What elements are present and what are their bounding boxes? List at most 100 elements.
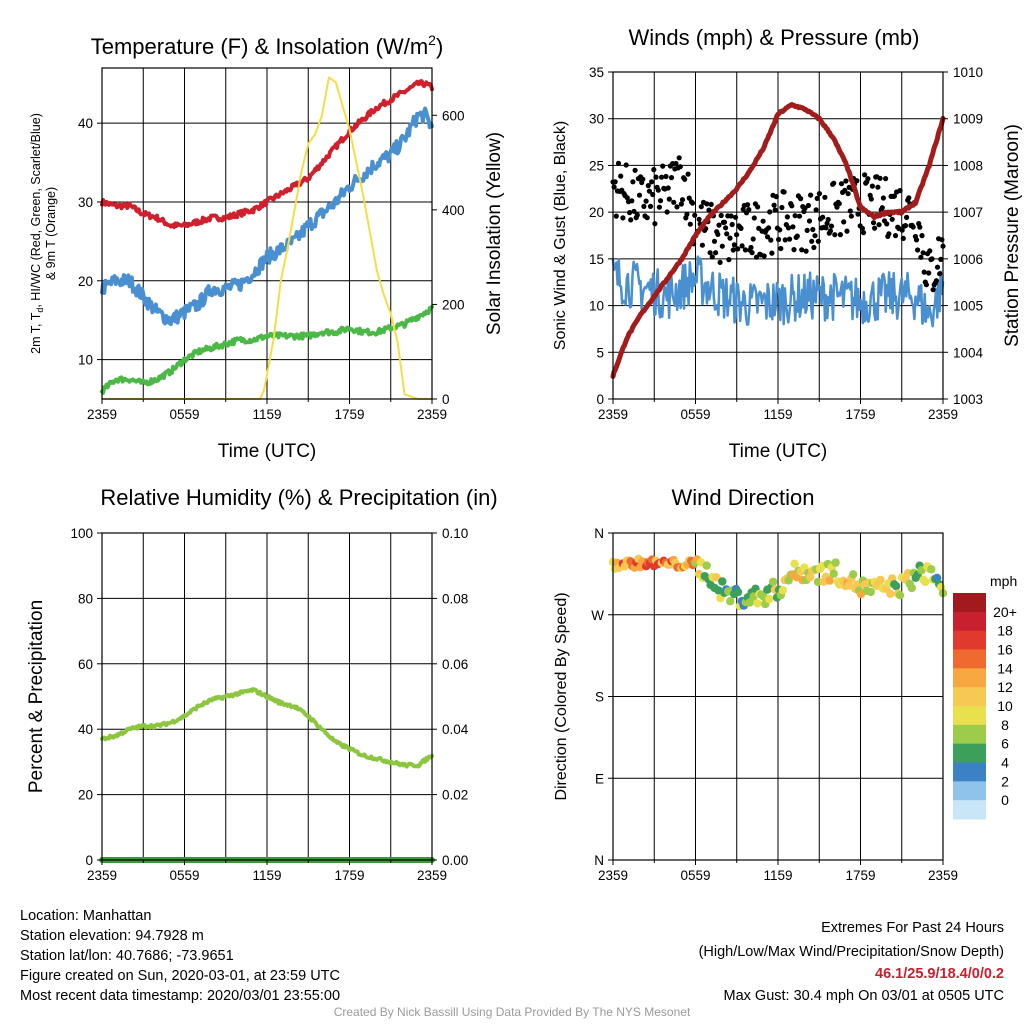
gust-point (671, 199, 677, 205)
y-tick-label-right: 400 (442, 203, 465, 218)
gust-point (875, 184, 881, 190)
gust-point (665, 185, 671, 191)
direction-point (712, 573, 721, 582)
y-tick-label-right: 600 (442, 108, 465, 123)
y-tick-label: 10 (78, 353, 93, 368)
gust-point (778, 245, 784, 252)
credit-line: Created By Nick Bassill Using Data Provi… (333, 1005, 691, 1019)
gust-point (787, 236, 793, 242)
gust-point (816, 191, 823, 197)
gust-point (883, 176, 889, 182)
gust-point (713, 250, 719, 256)
gust-point (644, 215, 650, 221)
gust-point (749, 250, 755, 256)
gust-point (636, 192, 643, 198)
direction-point (726, 597, 735, 606)
direction-point (849, 570, 858, 579)
gust-point (897, 188, 903, 194)
y-tick-label-right: 0.10 (442, 526, 468, 541)
gust-point (618, 173, 624, 179)
gust-point (723, 225, 729, 231)
gust-point (815, 238, 821, 244)
gust-point (650, 191, 656, 198)
gust-point (666, 196, 672, 202)
footer-elevation: Station elevation: 94.7928 m (20, 928, 204, 944)
x-tick-label: 2359 (598, 868, 628, 883)
gust-point (769, 250, 775, 256)
direction-point (768, 577, 778, 586)
y-axis-label-line2: & 9m T (Orange) (44, 187, 58, 280)
humidity-precip-panel: 2359 0559 1159 1759 23590204060801000.000.02… (26, 485, 498, 883)
direction-point (733, 587, 743, 597)
gust-point (810, 226, 816, 233)
gust-point (709, 254, 715, 260)
gust-point (813, 207, 819, 213)
gust-point (659, 174, 665, 180)
gust-point (717, 259, 723, 265)
direction-point (765, 594, 774, 604)
gust-point (767, 209, 773, 215)
gust-point (745, 202, 751, 208)
gust-point (926, 270, 932, 276)
x-tick-label: 1759 (334, 407, 364, 422)
gust-point (838, 181, 845, 187)
series-line-red (100, 79, 434, 230)
gust-point (779, 204, 785, 211)
gust-point (938, 256, 944, 262)
temperature-panel: 2359 0559 1159 1759 2359102030400200400600Te… (29, 32, 505, 462)
gust-point (828, 223, 835, 229)
gust-point (831, 180, 837, 186)
gust-point (844, 228, 850, 234)
gust-point (900, 235, 906, 241)
gust-point (937, 271, 943, 277)
y-tick-label: 35 (589, 65, 604, 80)
gust-point (653, 174, 659, 180)
gust-point (748, 244, 754, 251)
gust-point (673, 160, 679, 167)
gust-point (615, 160, 622, 166)
gust-point (674, 204, 680, 210)
gust-point (708, 201, 714, 207)
gust-point (724, 231, 730, 237)
footer-latlon: Station lat/lon: 40.7686; -73.9651 (20, 948, 234, 964)
gust-point (679, 197, 686, 203)
gust-point (854, 178, 860, 184)
colorbar-label: 2 (1001, 773, 1009, 789)
direction-point (778, 586, 788, 595)
gust-point (796, 213, 803, 219)
direction-point (921, 577, 930, 587)
y-axis-label-right: Solar Insolation (Yellow) (484, 132, 505, 335)
gust-point (904, 214, 910, 220)
colorbar: mph 20+ 18 16 14 12 10 8 6 4 2 0 (953, 573, 1017, 820)
gust-point (870, 220, 877, 226)
gust-point (711, 238, 718, 244)
colorbar-label: 14 (997, 660, 1013, 676)
gust-point (630, 179, 636, 185)
y-tick-label: S (595, 690, 604, 705)
gust-point (869, 183, 876, 189)
gust-point (917, 224, 923, 230)
gust-point (791, 247, 797, 253)
gust-point (645, 183, 651, 189)
y-tick-label-right: 1005 (953, 299, 983, 314)
direction-point (702, 561, 711, 570)
y-tick-label-right: 0.08 (442, 591, 468, 606)
gust-point (761, 253, 767, 259)
x-tick-label: 1759 (845, 407, 875, 422)
x-tick-label: 1159 (252, 407, 281, 422)
gust-point (629, 198, 635, 204)
gust-point (768, 237, 774, 243)
x-tick-label: 0559 (680, 868, 710, 883)
direction-point (825, 576, 834, 585)
gust-point (684, 211, 690, 217)
gust-point (719, 243, 725, 249)
gust-point (811, 244, 817, 251)
direction-point (895, 591, 905, 600)
colorbar-swatch (953, 687, 986, 707)
colorbar-swatch (953, 593, 986, 613)
gust-point (730, 247, 736, 253)
y-tick-label: 40 (78, 722, 93, 737)
gust-point (760, 218, 766, 224)
gust-point (699, 242, 706, 248)
series-line-blue (100, 106, 434, 327)
